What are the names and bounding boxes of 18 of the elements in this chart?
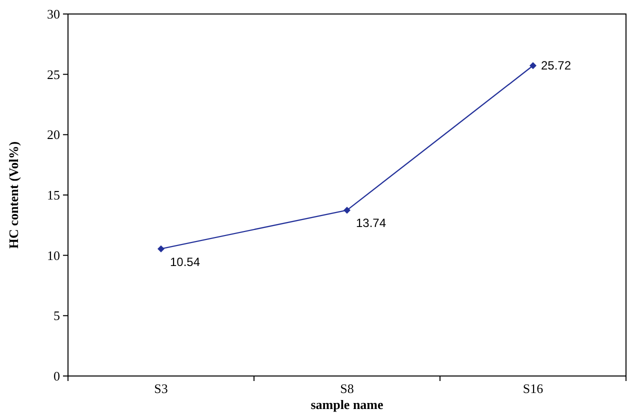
x-axis-title: sample name bbox=[310, 397, 384, 412]
y-tick-label: 15 bbox=[47, 188, 60, 203]
point bbox=[530, 62, 536, 70]
y-tick-label: 30 bbox=[47, 6, 60, 22]
point bbox=[158, 245, 164, 252]
data-label: 13.74 bbox=[356, 216, 386, 230]
y-tick-label: 20 bbox=[47, 127, 60, 142]
x-tick-label: S8 bbox=[340, 381, 354, 396]
data-label: 10.54 bbox=[170, 254, 200, 269]
y-tick-label: 5 bbox=[54, 308, 60, 324]
data-label: 25.72 bbox=[541, 58, 572, 73]
point bbox=[344, 206, 350, 214]
y-axis-title: HC content (Vol%) bbox=[6, 141, 21, 249]
x-tick-label: S3 bbox=[154, 381, 168, 396]
y-tick-label: 0 bbox=[54, 368, 60, 384]
y-tick-label: 10 bbox=[47, 248, 60, 263]
x-tick-label: S16 bbox=[522, 381, 544, 396]
y-tick-label: 25 bbox=[47, 66, 60, 82]
